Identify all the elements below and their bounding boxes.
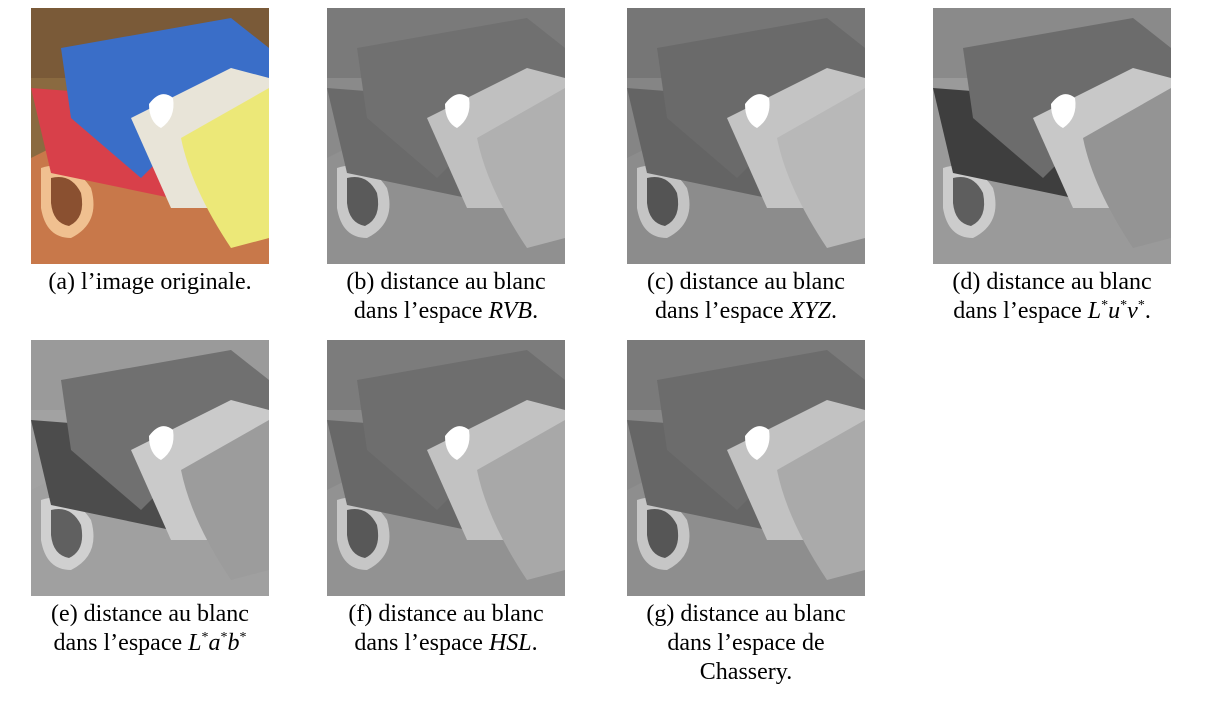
- caption-a-text: (a) l’image originale.: [48, 269, 252, 295]
- luv-star-2: *: [1120, 298, 1128, 313]
- luv-distance-image: [933, 8, 1171, 264]
- caption-d: (d) distance au blanc dans l’espace L*u*…: [922, 268, 1182, 326]
- caption-a: (a) l’image originale.: [20, 268, 280, 297]
- panel-c: (c) distance au blanc dans l’espace XYZ.: [616, 8, 876, 326]
- lab-L: L: [188, 630, 202, 656]
- caption-d-suffix: .: [1144, 298, 1151, 324]
- luv-u: u: [1108, 298, 1121, 324]
- luv-L: L: [1087, 298, 1102, 324]
- original-image: [31, 8, 269, 264]
- caption-b-space: RVB: [488, 298, 533, 324]
- hsl-distance-image: [327, 340, 565, 596]
- caption-e-line1: (e) distance au blanc: [51, 601, 249, 627]
- caption-f-prefix: dans l’espace: [354, 630, 489, 656]
- caption-c-space: XYZ: [789, 298, 831, 324]
- panel-g: (g) distance au blanc dans l’espace de C…: [616, 340, 876, 687]
- lab-star-1: *: [201, 630, 209, 645]
- original-photo: [31, 8, 269, 264]
- caption-e-prefix: dans l’espace: [53, 630, 189, 656]
- panel-f: (f) distance au blanc dans l’espace HSL.: [316, 340, 576, 658]
- luv-star-1: *: [1101, 298, 1109, 313]
- grey-photo-e: [31, 340, 269, 596]
- panel-e: (e) distance au blanc dans l’espace L*a*…: [20, 340, 280, 658]
- caption-d-prefix: dans l’espace: [953, 298, 1088, 324]
- grey-photo-g: [627, 340, 865, 596]
- lab-distance-image: [31, 340, 269, 596]
- panel-d: (d) distance au blanc dans l’espace L*u*…: [922, 8, 1182, 326]
- caption-f-suffix: .: [531, 630, 538, 656]
- luv-v: v: [1127, 298, 1138, 324]
- xyz-distance-image: [627, 8, 865, 264]
- caption-g-line3: Chassery.: [699, 659, 793, 685]
- grey-photo-b: [327, 8, 565, 264]
- lab-star-2: *: [220, 630, 228, 645]
- caption-f: (f) distance au blanc dans l’espace HSL.: [316, 600, 576, 658]
- caption-c-suffix: .: [830, 298, 837, 324]
- rvb-distance-image: [327, 8, 565, 264]
- panel-b: (b) distance au blanc dans l’espace RVB.: [316, 8, 576, 326]
- grey-photo-d: [933, 8, 1171, 264]
- luv-star-3: *: [1137, 298, 1145, 313]
- caption-b-suffix: .: [532, 298, 539, 324]
- grey-photo-f: [327, 340, 565, 596]
- caption-b-line1: (b) distance au blanc: [346, 269, 546, 295]
- panel-a: (a) l’image originale.: [20, 8, 280, 297]
- caption-g-line2: dans l’espace de: [667, 630, 825, 656]
- caption-f-line1: (f) distance au blanc: [348, 601, 544, 627]
- lab-a: a: [208, 630, 221, 656]
- chassery-distance-image: [627, 340, 865, 596]
- caption-g-line1: (g) distance au blanc: [646, 601, 846, 627]
- caption-d-line1: (d) distance au blanc: [952, 269, 1152, 295]
- caption-c-line1: (c) distance au blanc: [647, 269, 845, 295]
- caption-e: (e) distance au blanc dans l’espace L*a*…: [20, 600, 280, 658]
- lab-star-3: *: [239, 630, 247, 645]
- caption-b: (b) distance au blanc dans l’espace RVB.: [316, 268, 576, 326]
- caption-f-space: HSL: [488, 630, 532, 656]
- grey-photo-c: [627, 8, 865, 264]
- lab-b: b: [227, 630, 240, 656]
- caption-b-prefix: dans l’espace: [353, 298, 489, 324]
- caption-c: (c) distance au blanc dans l’espace XYZ.: [616, 268, 876, 326]
- caption-c-prefix: dans l’espace: [655, 298, 790, 324]
- caption-g: (g) distance au blanc dans l’espace de C…: [616, 600, 876, 687]
